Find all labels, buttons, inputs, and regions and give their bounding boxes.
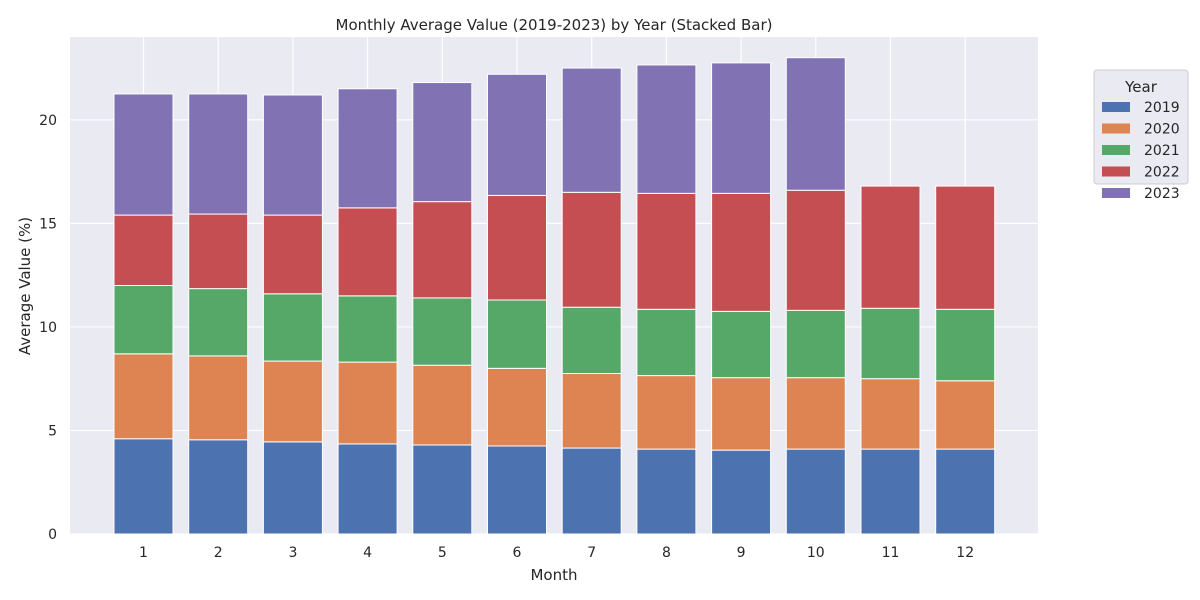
legend: Year 2019 2020 2021 2022 2023	[1093, 69, 1189, 202]
bar-2020-month-9	[711, 377, 772, 451]
bar-2022-month-2	[188, 213, 249, 290]
bar-2020-month-6	[487, 367, 547, 447]
bar-2020-month-1	[113, 353, 174, 440]
legend-swatch-2022	[1102, 166, 1130, 177]
bar-2021-month-7	[561, 306, 622, 375]
x-tick-label: 10	[807, 545, 825, 561]
legend-frame	[1093, 69, 1189, 185]
bar-2019-month-2	[188, 439, 249, 535]
x-tick-label: 4	[363, 545, 372, 561]
bar-2019-month-1	[113, 438, 174, 535]
bar-2023-month-4	[337, 88, 398, 209]
x-tick-label: 8	[662, 545, 671, 561]
bar-2021-month-3	[262, 293, 323, 362]
bar-2019-month-5	[412, 444, 473, 535]
bar-2022-month-10	[785, 189, 846, 311]
x-tick-label: 9	[737, 545, 746, 561]
bar-2023-month-5	[412, 82, 473, 203]
bar-2019-month-7	[561, 447, 622, 535]
bar-2021-month-11	[860, 307, 921, 380]
y-tick-label: 15	[39, 216, 57, 232]
legend-swatch-2020	[1102, 123, 1130, 134]
y-tick-label: 5	[48, 423, 57, 439]
bar-2022-month-7	[561, 191, 622, 308]
y-tick-label: 0	[48, 527, 57, 543]
bar-2020-month-10	[785, 377, 846, 450]
legend-label-2019: 2019	[1144, 100, 1180, 116]
bar-2019-month-11	[860, 448, 921, 535]
bar-2019-month-9	[711, 449, 772, 535]
legend-label-2021: 2021	[1144, 143, 1180, 159]
bar-2021-month-2	[188, 288, 249, 357]
bar-2023-month-1	[113, 93, 174, 216]
x-axis-title: Month	[530, 566, 577, 584]
bar-2020-month-3	[262, 360, 323, 443]
x-tick-label: 6	[513, 545, 522, 561]
bar-2023-month-2	[188, 93, 249, 215]
y-axis-title: Average Value (%)	[16, 217, 34, 355]
legend-swatch-2019	[1102, 102, 1130, 112]
bar-2021-month-1	[113, 285, 174, 355]
bar-2023-month-6	[487, 73, 547, 196]
bar-2022-month-11	[860, 185, 921, 309]
bars	[113, 57, 996, 535]
bar-2022-month-4	[337, 207, 398, 297]
bar-2019-month-12	[935, 448, 996, 535]
bar-2022-month-5	[412, 201, 473, 299]
bar-2019-month-10	[785, 448, 846, 535]
x-tick-label: 3	[288, 545, 297, 561]
y-tick-label: 10	[39, 320, 57, 336]
legend-label-2023: 2023	[1144, 186, 1180, 202]
x-tick-label: 11	[882, 545, 900, 561]
bar-2020-month-8	[636, 375, 697, 450]
bar-2023-month-3	[262, 94, 323, 216]
bar-2023-month-7	[561, 67, 622, 193]
bar-2022-month-8	[636, 192, 697, 310]
x-tick-labels: 1 2 3 4 5 6 7 8 9 10 11 12	[139, 545, 974, 561]
bar-2022-month-12	[935, 185, 996, 310]
bar-2020-month-12	[935, 380, 996, 450]
bar-2022-month-9	[711, 192, 772, 312]
x-tick-label: 7	[587, 545, 596, 561]
bar-2019-month-8	[636, 448, 697, 535]
bar-2023-month-9	[711, 62, 772, 194]
legend-title: Year	[1124, 78, 1158, 96]
bar-2022-month-6	[487, 194, 547, 301]
chart-title: Monthly Average Value (2019-2023) by Yea…	[336, 16, 773, 34]
legend-swatch-2021	[1102, 145, 1130, 155]
y-tick-labels: 0 5 10 15 20	[39, 113, 57, 543]
x-tick-label: 12	[956, 545, 974, 561]
x-tick-label: 1	[139, 545, 148, 561]
bar-2019-month-3	[262, 441, 323, 535]
bar-2022-month-3	[262, 214, 323, 295]
x-tick-label: 2	[214, 545, 223, 561]
bar-2020-month-4	[337, 361, 398, 445]
bar-2019-month-6	[487, 445, 547, 535]
bar-2021-month-6	[487, 299, 547, 369]
bar-2021-month-5	[412, 297, 473, 366]
bar-2021-month-4	[337, 295, 398, 363]
legend-swatch-2023	[1102, 188, 1130, 198]
bar-2020-month-2	[188, 355, 249, 441]
bar-2022-month-1	[113, 214, 174, 286]
x-tick-label: 5	[438, 545, 447, 561]
bar-2020-month-11	[860, 378, 921, 450]
bar-2023-month-10	[785, 57, 846, 191]
bar-2021-month-10	[785, 309, 846, 379]
legend-label-2022: 2022	[1144, 165, 1180, 181]
legend-label-2020: 2020	[1144, 122, 1180, 138]
bar-2023-month-8	[636, 64, 697, 194]
bar-2021-month-12	[935, 308, 996, 382]
bar-2020-month-5	[412, 364, 473, 446]
bar-2020-month-7	[561, 373, 622, 449]
bar-2021-month-9	[711, 310, 772, 379]
bar-2021-month-8	[636, 308, 697, 377]
bar-2019-month-4	[337, 443, 398, 535]
y-tick-label: 20	[39, 113, 57, 129]
